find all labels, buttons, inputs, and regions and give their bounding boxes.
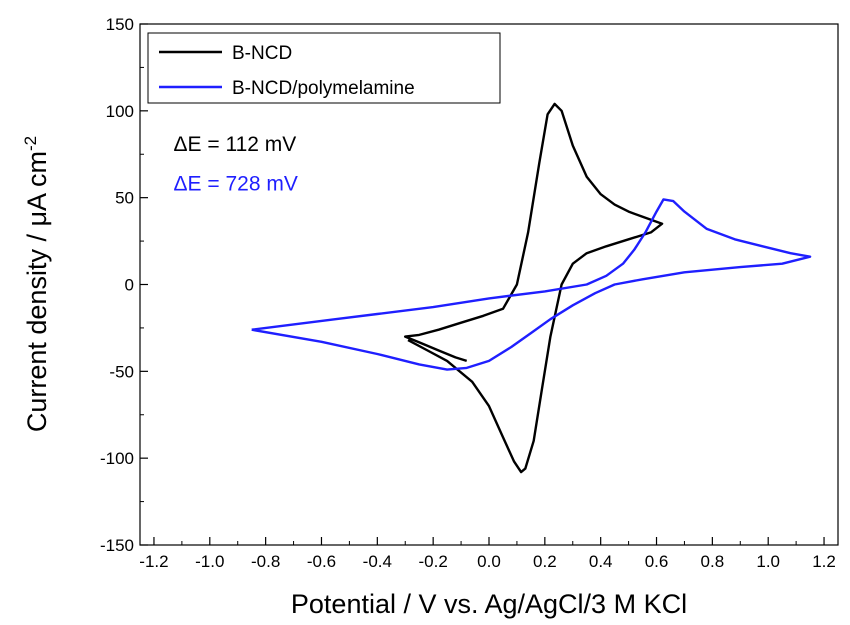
y-axis-title-superscript: -2 [21,136,40,151]
y-axis-title-main: Current density / μA cm [22,151,52,432]
y-tick-label: -150 [100,536,134,555]
series-layer [251,102,812,474]
y-tick-label: 100 [106,102,134,121]
series-line-1 [404,102,664,474]
x-tick-label: -1.2 [139,552,168,571]
delta-e-annotation-1: ΔE = 112 mV [174,133,297,156]
x-tick-label: 1.2 [812,552,836,571]
y-tick-label: -100 [100,449,134,468]
y-tick-label: -50 [109,362,134,381]
x-tick-label: 0.8 [701,552,725,571]
legend: B-NCD B-NCD/polymelamine [147,32,501,104]
y-tick-label: 150 [106,15,134,34]
y-tick-label: 50 [115,189,134,208]
x-tick-label: 0.6 [645,552,669,571]
delta-e-annotation-2: ΔE = 728 mV [174,173,298,196]
x-tick-label: -0.8 [251,552,280,571]
x-axis-title: Potential / V vs. Ag/AgCl/3 M KCl [291,589,687,619]
y-axis: -150 -100 -50 0 50 100 150 [100,15,148,555]
legend-label-2: B-NCD/polymelamine [232,78,415,99]
y-tick-label: 0 [125,276,134,295]
x-tick-label: 1.0 [756,552,780,571]
legend-label-1: B-NCD [232,43,292,64]
x-tick-label: -0.2 [419,552,448,571]
x-tick-label: -1.0 [195,552,224,571]
y-axis-title: Current density / μA cm-2 [21,136,52,432]
legend-box [147,32,501,104]
x-axis: -1.2 -1.0 -0.8 -0.6 -0.4 -0.2 0.0 0.2 0.4 0.6 0.8 1… [139,537,836,571]
annotations: ΔE = 112 mV ΔE = 728 mV [174,133,298,196]
series-line-2 [251,198,812,371]
x-tick-label: 0.2 [533,552,557,571]
x-tick-label: 0.0 [477,552,501,571]
x-tick-label: -0.4 [363,552,392,571]
x-tick-label: -0.6 [307,552,336,571]
x-tick-label: 0.4 [589,552,613,571]
